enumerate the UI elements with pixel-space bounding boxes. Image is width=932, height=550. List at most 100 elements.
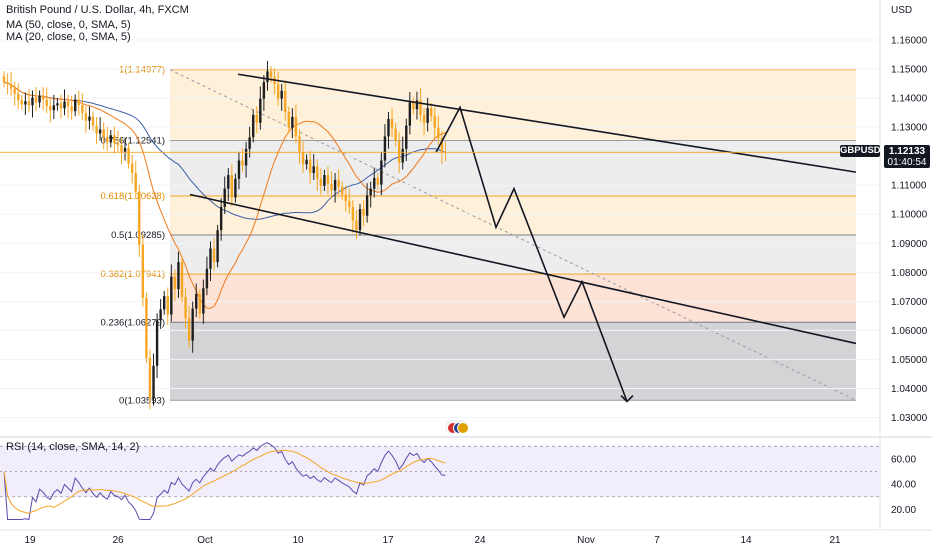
candle-body bbox=[141, 244, 145, 298]
last-price-tag: 1.12133 01:40:54 bbox=[884, 145, 930, 168]
candle-body bbox=[234, 178, 237, 198]
fib-zone bbox=[170, 140, 856, 196]
x-tick-label: 17 bbox=[382, 535, 394, 546]
rsi-pane[interactable]: 60.00 40.00 20.00 bbox=[0, 436, 932, 521]
candle-body bbox=[333, 179, 337, 191]
fib-level-label: 0.786(1.12541) bbox=[101, 135, 165, 146]
candle-body bbox=[358, 209, 362, 231]
candle-body bbox=[31, 97, 34, 106]
candle-body bbox=[276, 84, 280, 99]
candle-body bbox=[205, 268, 209, 289]
candle-body bbox=[440, 138, 444, 152]
candle-body bbox=[269, 71, 273, 78]
x-tick-label: 19 bbox=[24, 535, 36, 546]
candle-body bbox=[41, 95, 45, 100]
candle-body bbox=[287, 112, 290, 128]
symbol-price-tag: GBPUSD bbox=[840, 145, 881, 157]
candle-body bbox=[430, 108, 433, 117]
candle-body bbox=[341, 186, 344, 195]
candle-body bbox=[116, 143, 120, 146]
candle-body bbox=[91, 116, 95, 126]
channel-lower-line bbox=[189, 193, 857, 345]
candle-body bbox=[326, 175, 330, 184]
candle-body bbox=[348, 201, 351, 207]
x-tick-label: 24 bbox=[474, 535, 486, 546]
events-marker-icon[interactable] bbox=[445, 420, 469, 434]
candle-body bbox=[369, 188, 372, 196]
candle-body bbox=[9, 84, 13, 89]
fib-level-label: 0.618(1.10628) bbox=[101, 191, 165, 202]
x-tick-label: Nov bbox=[577, 535, 595, 546]
fib-retracement[interactable]: 1(1.14977) 0.786(1.12541) 0.618(1.10628) 0.… bbox=[101, 65, 857, 407]
candle-body bbox=[219, 206, 223, 231]
candle-body bbox=[109, 135, 112, 143]
x-tick-label: 10 bbox=[292, 535, 304, 546]
candle-body bbox=[195, 294, 198, 309]
last-price-value: 1.12133 bbox=[888, 146, 926, 157]
y-tick-label: 1.07000 bbox=[891, 297, 928, 308]
candle-body bbox=[6, 82, 9, 85]
rsi-tick-label: 60.00 bbox=[891, 454, 916, 465]
ma50-legend[interactable]: MA (50, close, 0, SMA, 5) bbox=[6, 19, 131, 31]
candle-body bbox=[355, 220, 358, 231]
ma20-legend[interactable]: MA (20, close, 0, SMA, 5) bbox=[6, 31, 131, 43]
x-tick-label: Oct bbox=[197, 535, 213, 546]
candle-body bbox=[408, 102, 412, 126]
fib-level-label: 1(1.14977) bbox=[119, 65, 165, 76]
candle-body bbox=[98, 129, 102, 134]
candle-body bbox=[74, 99, 77, 112]
candle-body bbox=[130, 163, 134, 173]
rsi-legend[interactable]: RSI (14, close, SMA, 14, 2) bbox=[6, 441, 140, 453]
time-axis[interactable]: 19 26 Oct 10 17 24 Nov 7 14 21 bbox=[0, 529, 932, 546]
candles bbox=[2, 60, 447, 410]
candle-body bbox=[170, 276, 173, 315]
candle-body bbox=[415, 100, 419, 110]
candle-body bbox=[209, 248, 212, 269]
candle-body bbox=[20, 100, 23, 105]
candle-body bbox=[294, 116, 298, 137]
candle-body bbox=[216, 230, 219, 263]
candle-body bbox=[305, 159, 308, 165]
candle-body bbox=[237, 160, 241, 179]
price-axis[interactable]: 1.160001.150001.140001.130001.120001.110… bbox=[879, 0, 928, 530]
candle-body bbox=[426, 108, 429, 123]
fib-level-label: 0.382(1.07941) bbox=[101, 269, 165, 280]
candle-body bbox=[223, 188, 226, 207]
candle-body bbox=[437, 127, 440, 139]
candle-body bbox=[145, 297, 148, 358]
candle-body bbox=[308, 159, 312, 173]
bar-countdown: 01:40:54 bbox=[887, 157, 927, 168]
candle-body bbox=[17, 93, 20, 101]
candle-body bbox=[394, 128, 397, 142]
candle-body bbox=[184, 296, 187, 319]
y-tick-label: 1.15000 bbox=[891, 65, 928, 76]
candle-body bbox=[180, 262, 184, 297]
candle-body bbox=[13, 88, 16, 94]
candle-body bbox=[45, 99, 48, 107]
rsi-tick-label: 40.00 bbox=[891, 480, 916, 491]
candle-body bbox=[319, 178, 323, 186]
candle-body bbox=[323, 175, 326, 186]
candle-body bbox=[387, 118, 390, 137]
projection-path bbox=[435, 105, 628, 402]
candle-body bbox=[241, 160, 244, 166]
candle-body bbox=[127, 148, 130, 164]
channel-upper-line bbox=[237, 73, 857, 173]
candle-body bbox=[248, 137, 251, 149]
fib-zone bbox=[170, 234, 856, 275]
candle-body bbox=[56, 103, 59, 106]
candle-body bbox=[344, 194, 347, 202]
fib-level-label: 0.5(1.09285) bbox=[111, 230, 165, 241]
trend-drawings[interactable] bbox=[0, 73, 880, 403]
candle-body bbox=[401, 148, 404, 163]
rsi-line bbox=[3, 442, 446, 521]
candle-body bbox=[376, 177, 379, 185]
x-tick-label: 26 bbox=[112, 535, 124, 546]
candle-body bbox=[280, 90, 283, 99]
candle-body bbox=[38, 95, 41, 103]
rsi-tick-label: 20.00 bbox=[891, 505, 916, 516]
x-tick-label: 7 bbox=[654, 535, 660, 546]
fib-level-label: 0(1.03593) bbox=[119, 395, 165, 406]
candle-body bbox=[412, 102, 415, 110]
